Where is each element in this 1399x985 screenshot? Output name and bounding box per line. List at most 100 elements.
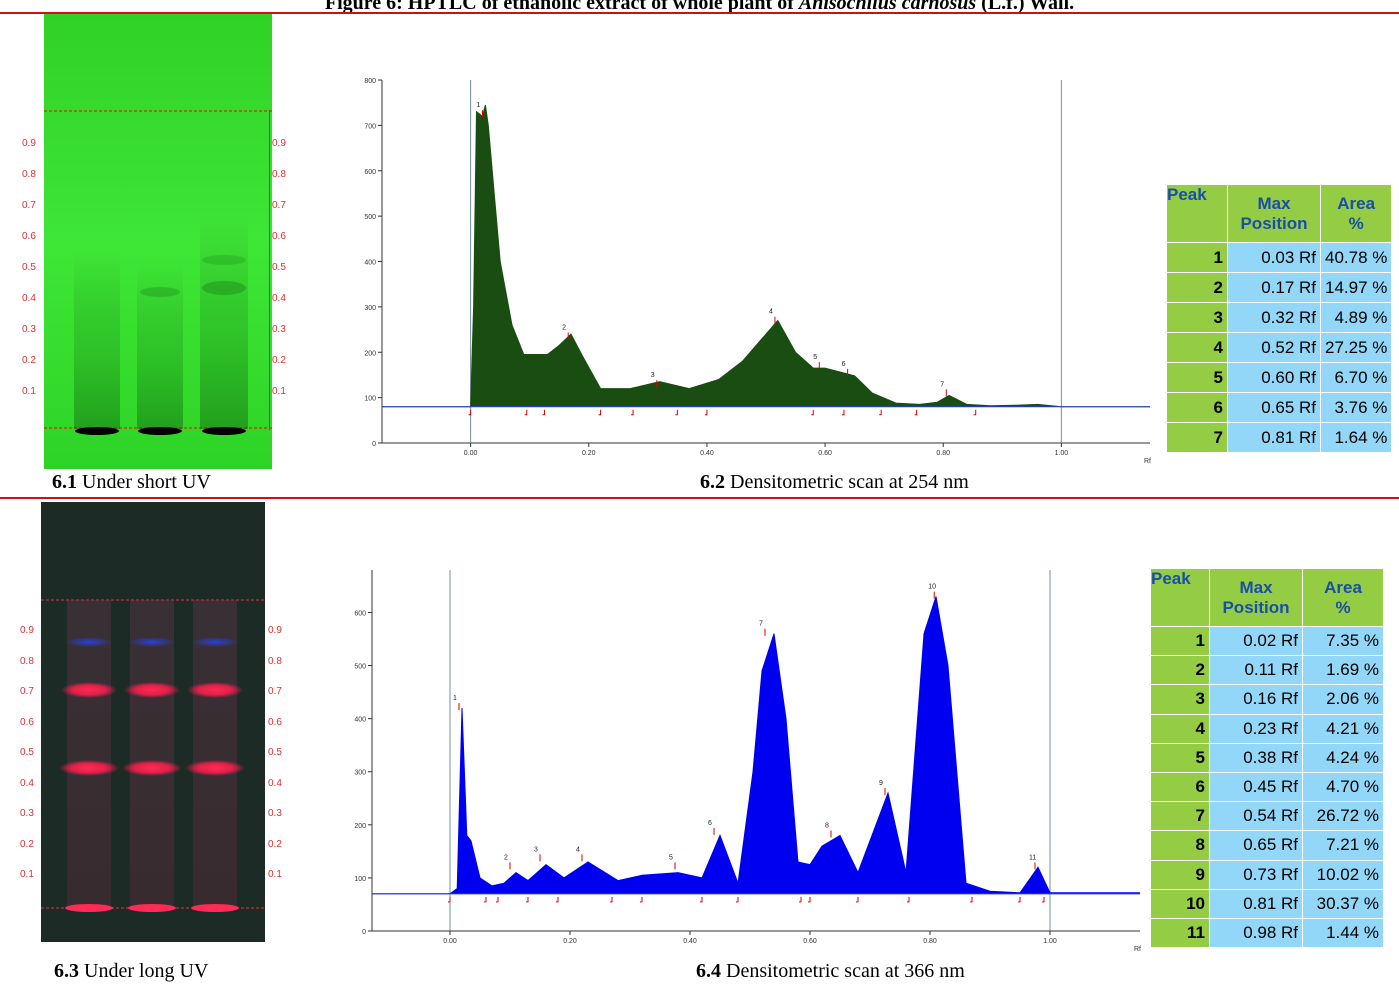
peak-number: 1 [1150,625,1210,657]
y-tick-label: 300 [364,305,376,312]
plate-long-uv [41,502,265,942]
peak-label: 6 [708,820,712,827]
peak-boundary-marker [526,896,529,903]
area-value: 14.97 % [1319,272,1393,303]
scan-area [372,596,1140,894]
peak-boundary-marker [914,409,918,416]
max-position-value: 0.02 Rf [1209,625,1303,657]
peak-label: 4 [576,846,580,853]
area-header: Area% [1302,568,1384,627]
peak-boundary-marker [879,409,882,416]
peak-boundary-marker [598,409,602,416]
rf-scale-label: 0.3 [22,324,36,335]
peak-label: 2 [562,325,566,332]
rf-scale-label: 0.2 [272,355,286,366]
rf-scale-label: 0.5 [268,747,282,758]
max-position-header: Max Position [1227,184,1321,243]
table-row: 6 0.65 Rf 3.76 % [1166,392,1393,423]
peak-boundary-marker [1042,896,1045,903]
peak-boundary-marker [542,409,545,416]
peak-number: 10 [1150,888,1210,919]
y-tick-label: 0 [372,441,376,448]
rf-scale-label: 0.6 [22,231,36,242]
peak-number: 9 [1150,859,1210,890]
rf-scale-label: 0.7 [20,686,34,697]
table-row: 2 0.17 Rf 14.97 % [1166,272,1393,303]
table-row: 7 0.54 Rf 26.72 % [1150,801,1384,832]
peak-table-366: Peak Max Position Area% 1 0.02 Rf 7.35 % 2 0.11 … [1150,568,1384,949]
peak-number: 5 [1150,742,1210,773]
rf-scale-label: 0.6 [20,716,34,728]
peak-number: 3 [1150,684,1210,715]
area-value: 4.70 % [1302,771,1384,803]
peak-number: 1 [1166,242,1228,273]
plate-short-uv [44,14,272,469]
peak-label: 5 [669,854,673,861]
rf-scale-label: 0.7 [268,686,282,697]
table-row: 8 0.65 Rf 7.21 % [1150,830,1384,861]
max-position-value: 0.98 Rf [1209,917,1303,949]
table-row: 3 0.32 Rf 4.89 % [1166,302,1393,333]
species-name: Anisochilus carnosus [798,0,977,14]
peak-label: 10 [928,584,936,591]
peak-boundary-marker [907,896,910,903]
peak-boundary-marker [631,409,634,416]
max-position-value: 0.11 Rf [1209,655,1303,686]
scan-area [382,105,1150,407]
caption-6-1: 6.1 Under short UV [52,471,211,493]
peak-number: 8 [1150,830,1210,861]
peak-label: 4 [769,309,773,316]
peak-label: 3 [651,372,655,379]
rf-scale-label: 0.5 [22,262,36,273]
max-position-value: 0.17 Rf [1227,272,1321,303]
peak-number: 2 [1166,272,1228,303]
figure-title-author: (L.f.) Wall. [976,0,1075,14]
rf-scale-label: 0.3 [20,808,34,819]
peak-boundary-marker [1018,896,1021,903]
scan-line [382,104,1150,408]
peak-boundary-marker [973,409,977,416]
plate-short-uv-edge [269,110,270,430]
table-row: 7 0.81 Rf 1.64 % [1166,422,1393,453]
table-row: 5 0.38 Rf 4.24 % [1150,742,1384,773]
table-row: 11 0.98 Rf 1.44 % [1150,917,1384,949]
peak-boundary-marker [808,896,811,903]
max-position-value: 0.65 Rf [1227,392,1321,423]
peak-label: 8 [825,822,829,829]
rf-scale-label: 0.1 [268,869,282,880]
rf-scale-label: 0.4 [22,293,36,304]
y-tick-label: 400 [364,260,376,267]
peak-boundary-marker [468,409,472,416]
y-tick-label: 800 [364,78,376,85]
rf-scale-label: 0.6 [272,231,286,242]
peak-table-254: Peak Max Position Area% 1 0.03 Rf 40.78 % 2 0.17… [1166,184,1393,453]
table-row: 2 0.11 Rf 1.69 % [1150,655,1384,686]
peak-boundary-marker [556,896,559,903]
y-tick-label: 0 [362,929,366,936]
peak-label: 9 [879,780,883,787]
peak-boundary-marker [970,896,973,903]
table-row: 10 0.81 Rf 30.37 % [1150,888,1384,919]
y-tick-label: 100 [364,396,376,403]
table-row: 1 0.02 Rf 7.35 % [1150,625,1384,657]
x-axis-label: Rf [1144,458,1151,465]
densitogram-254: 0 100 200 300 400 500 600 700 800 0.00 0.20 0.40 0.6… [364,78,1151,465]
top-rule [0,12,1399,14]
max-position-header: Max Position [1209,568,1303,627]
max-position-value: 0.65 Rf [1209,830,1303,861]
x-tick-label: 0.40 [700,450,714,457]
max-position-value: 0.45 Rf [1209,771,1303,803]
rf-scale-label: 0.4 [268,777,282,789]
peak-label: 5 [813,354,817,361]
area-value: 3.76 % [1319,392,1393,423]
x-tick-label: 1.00 [1043,938,1057,945]
table-row: 4 0.52 Rf 27.25 % [1166,332,1393,363]
peak-boundary-marker [811,409,814,416]
rf-scale-label: 0.9 [20,625,34,636]
area-value: 1.44 % [1302,917,1384,949]
rf-scale-label: 0.9 [272,138,286,149]
area-value: 1.64 % [1319,422,1393,453]
x-tick-label: 0.00 [464,450,478,457]
y-tick-label: 700 [364,123,376,130]
peak-boundary-marker [640,896,643,903]
